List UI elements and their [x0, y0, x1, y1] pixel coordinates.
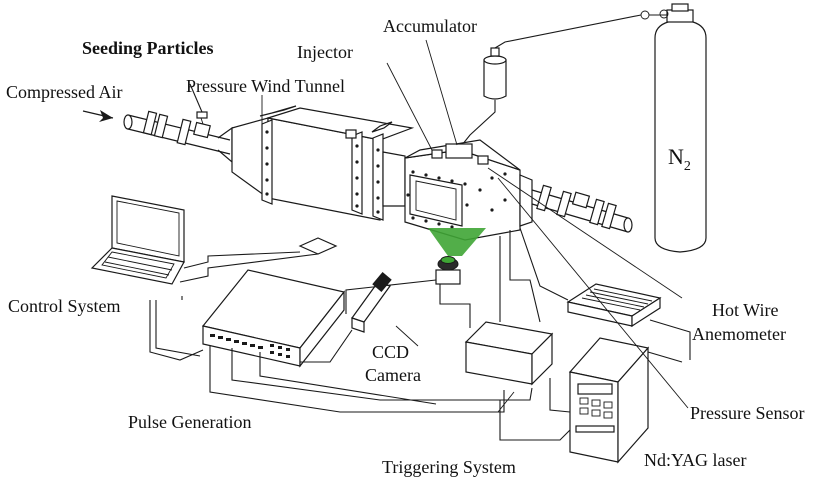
laser-sheet	[428, 228, 486, 256]
sensor-pad	[298, 237, 338, 255]
hot-wire-anemometer-unit	[566, 283, 662, 328]
camera-lens	[435, 256, 461, 285]
label-anemometer: Anemometer	[692, 324, 786, 344]
accumulator	[457, 14, 642, 151]
label-accumulator: Accumulator	[383, 16, 477, 36]
triggering-system-box	[464, 321, 554, 386]
label-control-system: Control System	[8, 296, 121, 316]
label-camera: Camera	[365, 365, 421, 385]
label-hot-wire: Hot Wire	[712, 300, 778, 320]
label-pressure-wind-tunnel: Pressure Wind Tunnel	[186, 76, 345, 96]
pressure-wind-tunnel	[231, 105, 415, 221]
cables	[149, 227, 691, 441]
outlet-pipe	[531, 184, 633, 233]
label-nd-yag-laser: Nd:YAG laser	[644, 450, 746, 470]
label-pulse-generation: Pulse Generation	[128, 412, 251, 432]
label-pressure-sensor: Pressure Sensor	[690, 403, 805, 423]
pulse-generator	[201, 269, 346, 368]
test-section	[404, 139, 533, 241]
inlet-pipe	[82, 83, 233, 164]
n2-gas-cylinder	[640, 3, 707, 253]
label-seeding-particles: Seeding Particles	[82, 38, 213, 58]
label-compressed-air: Compressed Air	[6, 82, 123, 102]
label-triggering-system: Triggering System	[382, 457, 516, 477]
label-injector: Injector	[297, 42, 353, 62]
ccd-camera	[351, 272, 392, 333]
leader-lines	[261, 39, 689, 413]
laptop	[90, 195, 185, 285]
label-ccd: CCD	[372, 342, 409, 362]
label-n2: N2	[668, 144, 691, 174]
nd-yag-laser-unit	[568, 337, 650, 464]
